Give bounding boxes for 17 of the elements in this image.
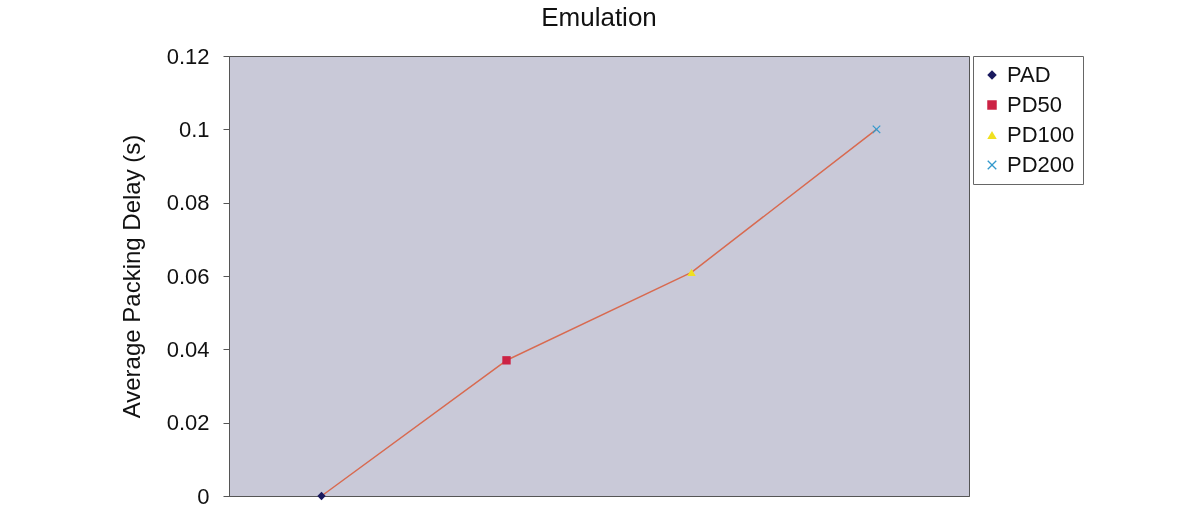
point (872, 125, 881, 134)
legend-label: PD100 (1007, 122, 1075, 147)
y-axis-title: Average Packing Delay (s) (117, 134, 145, 419)
y-tick-label: 0.08 (166, 190, 210, 216)
point (317, 491, 326, 501)
y-tick-label: 0.02 (166, 410, 210, 436)
point (687, 268, 696, 276)
legend-label: PAD (1007, 62, 1051, 87)
y-tick-label: 0.1 (178, 116, 210, 142)
y-tick-label: 0.12 (166, 43, 210, 69)
chart-title: Emulation (541, 2, 657, 32)
y-tick-label: 0.04 (166, 336, 210, 362)
legend-label: PD50 (1007, 92, 1063, 117)
y-tick-label: 0.06 (166, 263, 210, 289)
point (502, 356, 511, 365)
y-tick-label: 0 (197, 483, 210, 508)
legend-label: PD200 (1007, 152, 1075, 177)
